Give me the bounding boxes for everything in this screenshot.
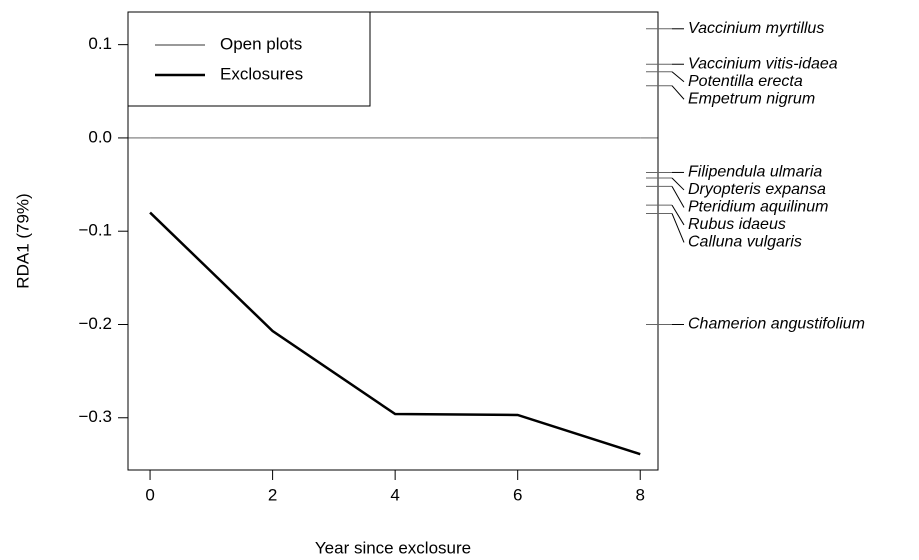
species-label: Chamerion angustifolium [688, 316, 865, 333]
species-leader [671, 186, 685, 208]
species-label: Vaccinium vitis-idaea [688, 55, 838, 72]
x-tick-label: 0 [145, 485, 154, 504]
y-tick-label: 0.1 [88, 34, 112, 53]
y-tick-label: −0.3 [78, 407, 112, 426]
species-leader [671, 213, 685, 243]
species-leader [671, 177, 685, 191]
legend-box [127, 11, 371, 107]
plot-frame [127, 11, 659, 471]
x-tick-label: 2 [268, 485, 277, 504]
x-tick-label: 6 [513, 485, 522, 504]
y-tick-label: 0.0 [88, 127, 112, 146]
series-line [149, 211, 641, 456]
species-label: Empetrum nigrum [688, 90, 815, 107]
y-tick-label: −0.2 [78, 314, 112, 333]
species-label: Rubus idaeus [688, 216, 786, 233]
x-axis-label: Year since exclosure [315, 538, 471, 557]
species-leader [671, 204, 685, 226]
species-label: Calluna vulgaris [688, 234, 802, 251]
species-label: Vaccinium myrtillus [688, 20, 824, 37]
species-label: Potentilla erecta [688, 73, 803, 90]
legend-label: Open plots [220, 34, 302, 53]
y-axis-label: RDA1 (79%) [13, 193, 32, 288]
y-tick-label: −0.1 [78, 221, 112, 240]
x-tick-label: 4 [390, 485, 399, 504]
species-leader [671, 85, 685, 100]
x-tick-label: 8 [635, 485, 644, 504]
legend-label: Exclosures [220, 64, 303, 83]
species-label: Filipendula ulmaria [688, 164, 822, 181]
species-leader [671, 71, 685, 83]
species-label: Dryopteris expansa [688, 181, 826, 198]
species-label: Pteridium aquilinum [688, 199, 829, 216]
